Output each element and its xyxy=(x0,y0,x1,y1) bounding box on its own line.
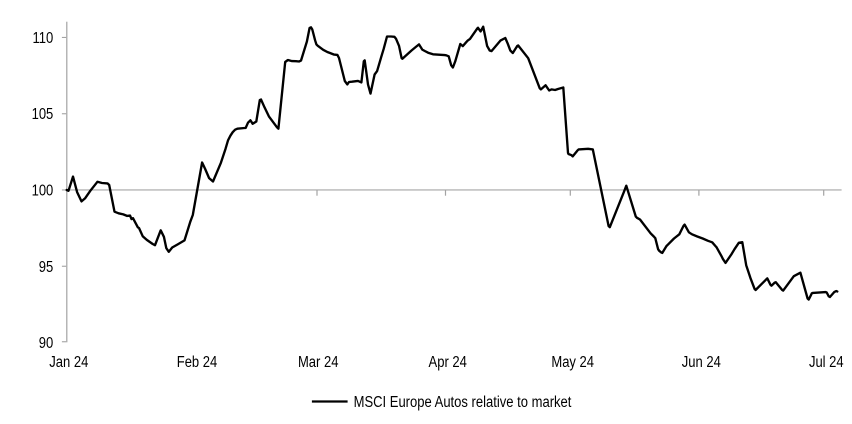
svg-text:95: 95 xyxy=(39,259,54,276)
svg-text:105: 105 xyxy=(32,106,54,123)
svg-text:Jun 24: Jun 24 xyxy=(682,354,721,371)
svg-text:Feb 24: Feb 24 xyxy=(177,354,218,371)
svg-text:100: 100 xyxy=(32,183,54,200)
svg-text:MSCI Europe Autos relative to: MSCI Europe Autos relative to market xyxy=(354,394,572,411)
svg-text:Mar 24: Mar 24 xyxy=(298,354,339,371)
svg-text:May 24: May 24 xyxy=(551,354,594,371)
svg-text:Apr 24: Apr 24 xyxy=(429,354,468,371)
svg-text:110: 110 xyxy=(33,30,54,47)
svg-text:90: 90 xyxy=(39,335,54,352)
svg-text:Jan 24: Jan 24 xyxy=(49,354,88,371)
svg-text:Jul 24: Jul 24 xyxy=(809,354,844,371)
